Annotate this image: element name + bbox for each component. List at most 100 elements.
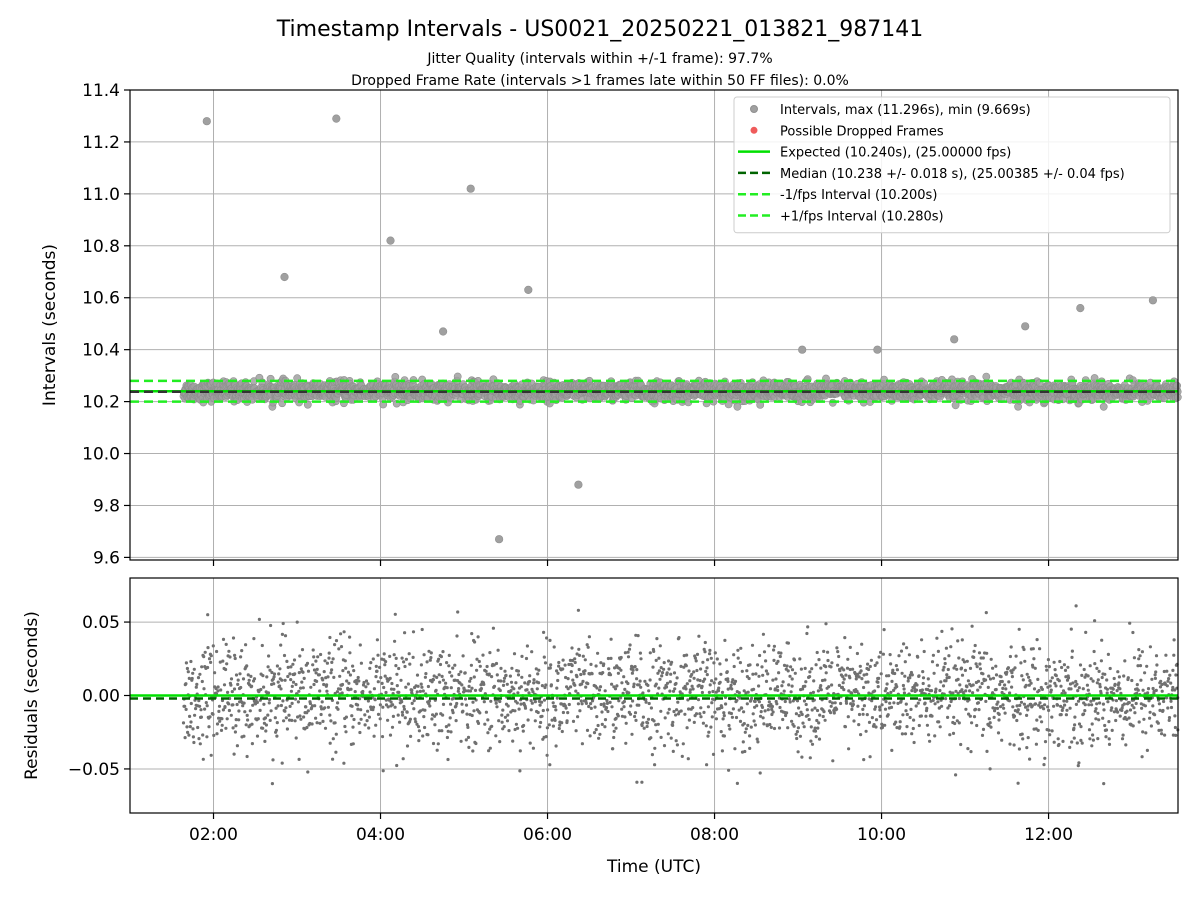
residual-point <box>909 707 913 712</box>
residual-point <box>466 725 470 730</box>
residual-point <box>972 715 977 719</box>
residual-point <box>817 737 822 741</box>
residual-point <box>921 676 926 680</box>
residual-point <box>287 713 291 717</box>
residual-point <box>688 679 692 683</box>
residual-point <box>1037 688 1041 693</box>
residual-point <box>857 723 861 727</box>
residual-point <box>887 674 891 678</box>
residual-point <box>968 714 972 718</box>
residual-point <box>391 703 395 707</box>
residual-point <box>1045 668 1049 672</box>
residual-point <box>472 709 476 713</box>
residual-point <box>336 701 340 705</box>
residual-point <box>293 697 298 701</box>
residual-point <box>650 753 655 757</box>
residual-point <box>459 739 463 743</box>
residual-point <box>904 702 908 706</box>
residual-point <box>953 721 957 726</box>
residual-point <box>186 670 190 674</box>
chart-subtitle-2: Dropped Frame Rate (intervals >1 frames … <box>351 73 849 89</box>
residual-point <box>364 679 369 683</box>
residual-point <box>622 675 626 679</box>
residual-point <box>997 718 1001 722</box>
residual-point <box>700 690 705 695</box>
residual-point <box>787 697 792 701</box>
residual-point <box>804 680 808 684</box>
residual-point <box>211 712 215 716</box>
residual-point <box>946 667 950 672</box>
residual-point <box>357 679 361 683</box>
residual-point <box>902 691 907 695</box>
residual-point <box>231 726 235 730</box>
interval-outlier-point <box>950 335 959 344</box>
residual-point <box>862 758 866 762</box>
residual-point <box>742 722 746 726</box>
residual-point <box>917 674 921 678</box>
residual-point <box>708 648 712 653</box>
residual-point <box>879 672 883 676</box>
residual-point <box>185 725 189 729</box>
residual-point <box>690 672 694 677</box>
residual-point <box>931 698 935 703</box>
residual-point <box>955 667 959 671</box>
residual-point <box>1038 647 1042 651</box>
residual-point <box>263 739 267 744</box>
residual-point <box>425 660 429 664</box>
residual-point <box>1027 675 1031 679</box>
residual-point <box>1052 740 1056 744</box>
residual-point <box>659 735 663 740</box>
residual-point <box>874 705 878 709</box>
residual-point <box>514 681 518 685</box>
residual-point <box>1040 687 1044 692</box>
residual-point <box>448 716 452 720</box>
residual-point <box>745 669 749 673</box>
residual-point <box>245 713 249 718</box>
residual-point <box>1025 746 1029 750</box>
residual-point <box>404 685 408 689</box>
residual-point <box>1044 664 1048 668</box>
residual-point <box>457 672 461 677</box>
residual-point <box>895 668 900 672</box>
residual-point <box>748 746 752 751</box>
residual-point <box>1007 680 1011 684</box>
residual-point <box>598 685 603 689</box>
residual-point <box>337 647 341 651</box>
residual-point <box>941 684 946 688</box>
residual-point <box>654 658 658 663</box>
residual-point <box>1046 705 1050 709</box>
residual-point <box>813 729 818 733</box>
residual-point <box>561 710 566 715</box>
residual-point <box>968 666 973 671</box>
residual-point <box>431 678 435 682</box>
residual-point <box>566 711 570 715</box>
intervals-y-tick-label: 10.8 <box>82 237 120 257</box>
residual-point <box>775 702 779 706</box>
residual-point <box>658 644 662 648</box>
residual-point <box>314 716 318 720</box>
residual-point <box>378 717 382 721</box>
residual-point <box>826 658 830 663</box>
residual-point <box>925 706 929 711</box>
residual-point <box>777 671 781 675</box>
residual-point <box>611 747 615 751</box>
residual-point <box>561 667 565 671</box>
residual-point <box>836 663 840 667</box>
residual-point <box>449 702 453 706</box>
residual-point <box>975 665 979 669</box>
residual-point <box>997 712 1001 717</box>
intervals-y-ticks: 9.69.810.010.210.410.610.811.011.211.4 <box>82 81 130 568</box>
residual-point <box>918 698 922 702</box>
residual-point <box>714 677 718 681</box>
residual-point <box>675 676 679 680</box>
residual-point <box>884 687 888 691</box>
residual-point <box>1013 666 1017 670</box>
residual-point <box>1014 654 1018 658</box>
residual-point <box>745 702 749 706</box>
residual-point <box>901 683 906 688</box>
residual-point <box>512 652 517 656</box>
residual-point <box>757 674 761 678</box>
residual-point <box>201 733 205 737</box>
residual-point <box>642 726 646 730</box>
interval-point <box>951 401 960 410</box>
